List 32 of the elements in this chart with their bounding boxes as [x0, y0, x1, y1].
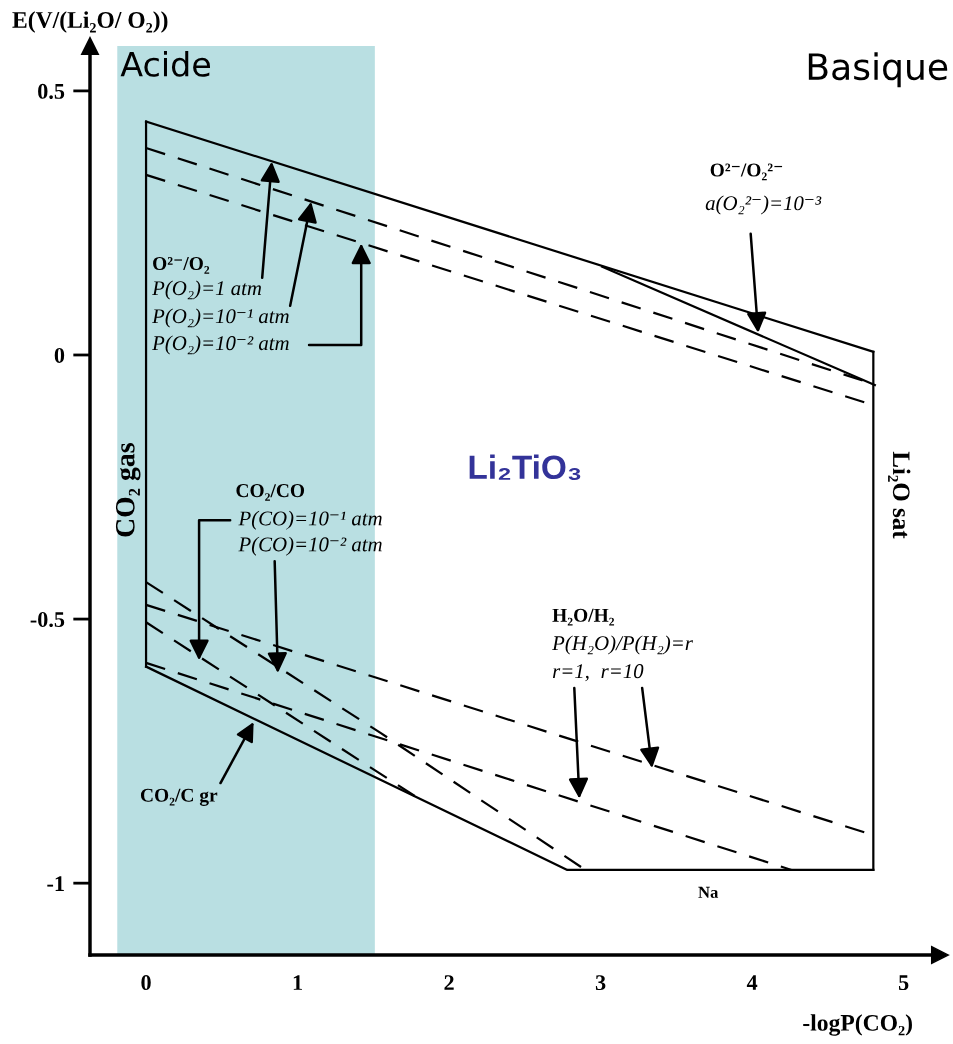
- annotation: P(CO)=10⁻¹ atm: [238, 510, 382, 530]
- annotation: r=1,: [552, 664, 589, 682]
- y-tick-label: 0.5: [38, 83, 65, 99]
- annotation: CO₂ gas: [115, 443, 141, 537]
- x-tick-label: 4: [746, 975, 758, 990]
- annotation: a(O₂²⁻)=10⁻³: [705, 195, 822, 215]
- band-label: Acide: [120, 51, 210, 77]
- x-axis-title: -logP(CO₂): [803, 1014, 912, 1036]
- annotation: H₂O/H₂: [552, 608, 615, 626]
- annotation: r=10: [601, 664, 644, 679]
- annotation: P(CO)=10⁻² atm: [238, 536, 382, 556]
- x-tick-label: 1: [293, 975, 302, 990]
- annotation: P(O₂)=10⁻¹ atm: [152, 308, 289, 328]
- annotation: O²⁻/O₂²⁻: [710, 163, 783, 181]
- annotation: O²⁻/O₂: [153, 257, 210, 274]
- annotation: CO₂/C gr: [140, 788, 218, 806]
- x-tick-label: 5: [898, 975, 909, 991]
- annotation: Li₂TiO₃: [469, 454, 581, 480]
- x-tick-label: 2: [444, 975, 454, 990]
- annotation: P(H₂O)/P(H₂)=r: [552, 635, 693, 655]
- annotation: Basique: [808, 52, 948, 88]
- y-tick-label: -0.5: [30, 612, 65, 628]
- annotation: P(O₂)=10⁻² atm: [152, 335, 289, 355]
- annotation: Na: [698, 886, 719, 898]
- y-axis-title: E(V/(Li₂O/ O₂)): [12, 11, 168, 33]
- x-tick-label: 3: [595, 975, 606, 991]
- y-tick-label: -1: [47, 876, 64, 891]
- annotation: CO₂/CO: [236, 484, 305, 501]
- annotation: Li₂O sat: [888, 451, 911, 539]
- x-tick-label: 0: [141, 975, 151, 991]
- annotation: P(O₂)=1 atm: [152, 280, 262, 300]
- y-tick-label: 0: [54, 347, 65, 363]
